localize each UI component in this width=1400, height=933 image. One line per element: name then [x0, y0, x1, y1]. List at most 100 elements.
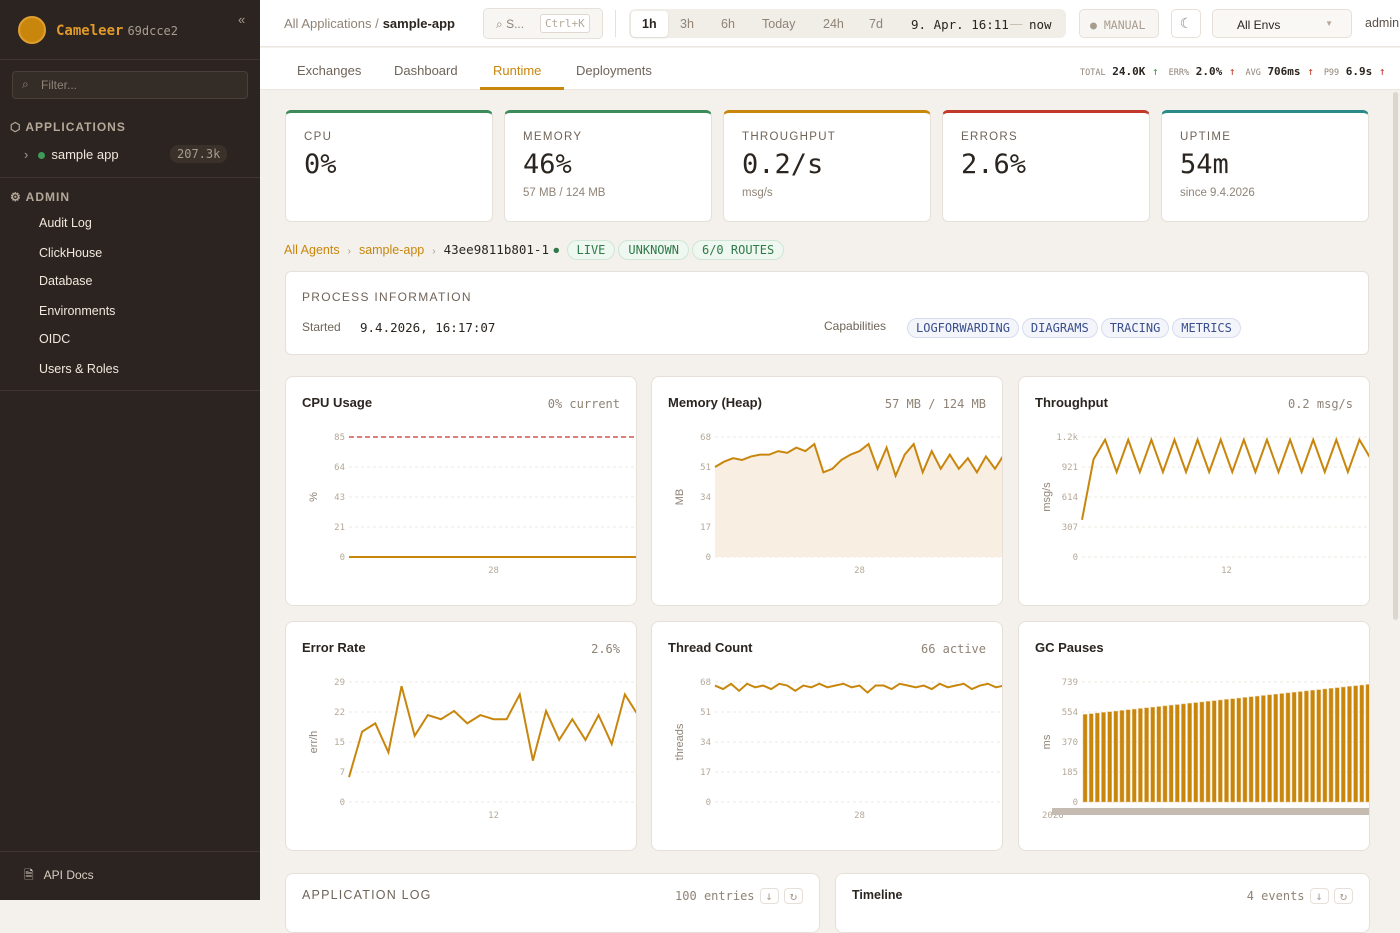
range-3h[interactable]: 3h [680, 17, 694, 31]
brand[interactable]: Cameleer 69dcce2 [56, 22, 178, 39]
refresh-icon[interactable]: ↻ [783, 888, 803, 904]
chart-throughput: Throughput 0.2 msg/s 0 307 614 921 1.2k 12 msg/s [1018, 376, 1370, 606]
filter-placeholder: Filter... [41, 78, 78, 92]
box-icon: ⬡ [10, 120, 26, 134]
tab-dashboard[interactable]: Dashboard [394, 63, 458, 78]
chart-title: Thread Count [668, 640, 753, 655]
capabilities-list: LOGFORWARDING DIAGRAMS TRACING METRICS [907, 318, 1244, 338]
range-today[interactable]: Today [762, 17, 796, 31]
gc-bar [1138, 708, 1143, 803]
scroll-down-icon[interactable]: ↓ [1309, 888, 1329, 904]
applications-section[interactable]: ⬡ APPLICATIONS [10, 120, 126, 134]
sidebar-item-users-roles[interactable]: Users & Roles [39, 362, 119, 376]
api-docs-link[interactable]: 🗎 API Docs [24, 866, 94, 887]
area-fill [715, 444, 1002, 557]
trend-up-icon: ↑ [1307, 65, 1314, 78]
filter-input[interactable]: ⌕ Filter... [12, 71, 248, 99]
gc-bar [1131, 708, 1137, 803]
sidebar-item-environments[interactable]: Environments [39, 304, 116, 318]
range-24h[interactable]: 24h [823, 17, 844, 31]
tab-runtime[interactable]: Runtime [493, 63, 542, 78]
trend-up-icon: ↑ [1228, 65, 1236, 78]
gc-bar [1353, 685, 1358, 803]
breadcrumb: All Applications / sample-app [284, 16, 455, 31]
divider [615, 10, 616, 37]
x-tick-label: 28 [854, 811, 865, 821]
scroll-down-icon[interactable]: ↓ [759, 888, 779, 904]
chart-plot: 0 307 614 921 1.2k 12 msg/s [1041, 433, 1369, 576]
tab-exchanges[interactable]: Exchanges [297, 63, 362, 78]
y-tick-label: 0 [340, 798, 345, 808]
divider [0, 851, 260, 852]
started-value: 9.4.2026, 16:17:07 [360, 320, 496, 335]
y-tick-label: 7 [340, 768, 345, 778]
cameleer-logo [18, 16, 46, 44]
gc-bar [1341, 686, 1346, 803]
environment-select[interactable]: All Envs ▼ [1212, 9, 1352, 38]
user-menu[interactable]: admin [1365, 16, 1400, 30]
kpi-value: 0% [304, 149, 337, 180]
chart-error-rate: Error Rate 2.6% 0 7 15 22 29 12 err/h [285, 621, 637, 851]
range-6h[interactable]: 6h [721, 17, 735, 31]
y-tick-label: 15 [334, 738, 345, 748]
y-tick-label: 21 [334, 523, 345, 533]
api-docs-label: API Docs [43, 868, 94, 882]
chart-title: Error Rate [302, 640, 366, 655]
sidebar-app-item[interactable]: › sample app 207.3k [24, 145, 234, 163]
sidebar-item-audit-log[interactable]: Audit Log [39, 216, 92, 230]
range-from[interactable]: 9. Apr. 16:11 [911, 17, 1009, 32]
gc-bar [1297, 691, 1303, 803]
shortcut-hint: Ctrl+K [540, 14, 590, 33]
kpi-sub: msg/s [742, 187, 773, 199]
all-agents-link[interactable]: All Agents [284, 243, 340, 257]
kpi-label: THROUGHPUT [742, 131, 837, 143]
scrollbar[interactable] [1393, 92, 1398, 620]
range-to[interactable]: now [1029, 17, 1052, 32]
admin-section[interactable]: ⚙ ADMIN [10, 190, 70, 204]
time-range-selector: 1h 3h 6h Today 24h 7d 9. Apr. 16:11 — no… [629, 9, 1066, 38]
theme-toggle-moon-icon[interactable]: ☾ [1171, 9, 1201, 38]
gc-bar [1088, 713, 1094, 803]
breadcrumb-all-applications[interactable]: All Applications [284, 16, 372, 31]
range-7d[interactable]: 7d [869, 17, 883, 31]
agent-app-link[interactable]: sample-app [358, 243, 425, 257]
range-1h[interactable]: 1h [631, 11, 668, 37]
event-count: 4 events [1246, 889, 1305, 903]
manual-refresh-button[interactable]: ● MANUAL [1079, 9, 1159, 38]
tab-bar: Exchanges Dashboard Runtime Deployments … [260, 48, 1400, 90]
refresh-icon[interactable]: ↻ [1333, 888, 1353, 904]
x-tick-label: 2026 [1042, 811, 1064, 821]
y-tick-label: 17 [700, 523, 711, 533]
gc-bar [1273, 693, 1279, 803]
gc-bar [1181, 703, 1186, 803]
sidebar-item-oidc[interactable]: OIDC [39, 332, 71, 346]
search-button[interactable]: ⌕ S... Ctrl+K [483, 8, 603, 39]
kpi-card-throughput: THROUGHPUT 0.2/s msg/s [723, 110, 931, 222]
sidebar-item-clickhouse[interactable]: ClickHouse [39, 246, 103, 260]
gc-bar [1267, 694, 1272, 803]
sidebar-item-database[interactable]: Database [39, 274, 93, 288]
timeline-card: Timeline 4 events ↓ ↻ [835, 873, 1370, 933]
kpi-value: 46% [523, 149, 572, 180]
capability-badge: LOGFORWARDING [907, 318, 1019, 338]
chart-current-value: 66 active [920, 642, 986, 656]
chart-memory-heap: Memory (Heap) 57 MB / 124 MB 0 17 34 51 68 28 MB [651, 376, 1003, 606]
gc-bar [1119, 710, 1125, 803]
y-tick-label: 68 [700, 433, 711, 443]
agent-breadcrumb: All Agents › sample-app › 43ee9811b801-1 ● L… [284, 240, 785, 260]
collapse-sidebar-icon[interactable]: « [238, 12, 246, 27]
gc-bar [1285, 692, 1291, 803]
stat-value: 706ms [1267, 65, 1301, 78]
chart-current-value: 0.2 msg/s [1287, 397, 1353, 411]
brand-name: Cameleer [56, 23, 124, 39]
gc-bar [1224, 699, 1229, 803]
process-information-card: PROCESS INFORMATION Started 9.4.2026, 16… [285, 271, 1369, 355]
x-tick-label: 28 [488, 566, 499, 576]
trend-up-icon: ↑ [1378, 65, 1386, 78]
gc-bar [1365, 684, 1369, 803]
entry-count: 100 entries [675, 889, 755, 903]
gear-icon: ⚙ [10, 190, 26, 204]
tab-deployments[interactable]: Deployments [576, 63, 652, 78]
kpi-label: UPTIME [1180, 131, 1232, 143]
x-axis-bar [1052, 808, 1369, 815]
